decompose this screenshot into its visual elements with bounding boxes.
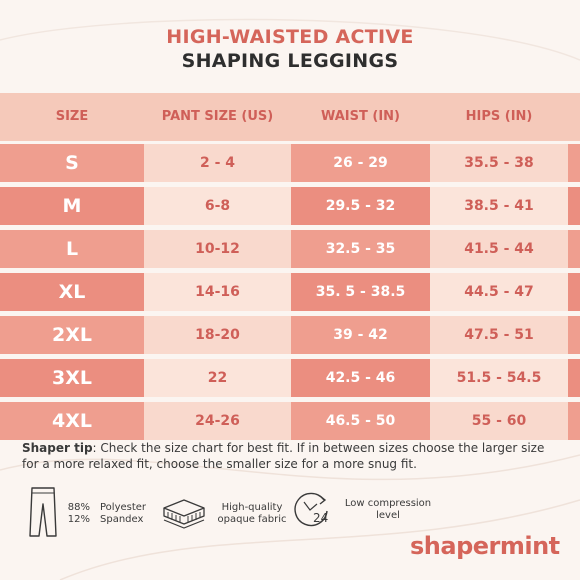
table-row: XL 14-16 35. 5 - 38.5 44.5 - 47 <box>0 273 580 311</box>
row-waist: 46.5 - 50 <box>325 413 396 429</box>
row-waist: 29.5 - 32 <box>325 198 396 214</box>
fabric-line-1: High-quality <box>221 502 283 513</box>
row-size: 4XL <box>52 410 92 432</box>
row-pant-size: 2 - 4 <box>199 155 236 171</box>
fabric-layers-icon <box>163 499 205 529</box>
compression-line-1: Low compression <box>344 498 432 509</box>
table-row: S 2 - 4 26 - 29 35.5 - 38 <box>0 144 580 182</box>
shaper-tip-text: : Check the size chart for best fit. If … <box>22 441 545 471</box>
row-waist: 26 - 29 <box>333 155 388 171</box>
row-hips: 51.5 - 54.5 <box>456 370 542 386</box>
compression-line-2: level <box>376 510 400 521</box>
row-pant-size: 10-12 <box>195 241 240 257</box>
header-hips: HIPS (IN) <box>465 109 533 124</box>
row-size: S <box>65 152 79 174</box>
row-size: XL <box>58 281 86 303</box>
row-pant-size: 18-20 <box>195 327 240 343</box>
table-row: 4XL 24-26 46.5 - 50 55 - 60 <box>0 402 580 440</box>
shaper-tip-label: Shaper tip <box>22 441 93 455</box>
table-row: L 10-12 32.5 - 35 41.5 - 44 <box>0 230 580 268</box>
row-pant-size: 22 <box>207 370 228 386</box>
header-pant-size: PANT SIZE (US) <box>161 109 274 124</box>
header-size: SIZE <box>55 109 89 124</box>
row-size: 3XL <box>52 367 92 389</box>
brand-logo: shapermint <box>410 532 560 560</box>
material-percentages: 88% 12% <box>66 502 90 526</box>
table-header: SIZE PANT SIZE (US) WAIST (IN) HIPS (IN) <box>0 93 580 141</box>
clock-24-number: 24 <box>313 511 328 525</box>
row-hips: 55 - 60 <box>471 413 527 429</box>
title-line-2: SHAPING LEGGINGS <box>181 50 399 72</box>
fabric-label: High-quality opaque fabric <box>212 502 292 526</box>
table-row: 2XL 18-20 39 - 42 47.5 - 51 <box>0 316 580 354</box>
spandex-pct: 12% <box>67 514 90 525</box>
row-pant-size: 6-8 <box>204 198 231 214</box>
polyester-label: Polyester <box>100 502 147 513</box>
table-row: 3XL 22 42.5 - 46 51.5 - 54.5 <box>0 359 580 397</box>
row-hips: 44.5 - 47 <box>464 284 534 300</box>
row-size: M <box>62 195 82 217</box>
row-hips: 41.5 - 44 <box>464 241 534 257</box>
compression-label: Low compression level <box>338 498 438 522</box>
row-waist: 42.5 - 46 <box>325 370 396 386</box>
table-row: M 6-8 29.5 - 32 38.5 - 41 <box>0 187 580 225</box>
row-waist: 39 - 42 <box>333 327 388 343</box>
title-line-1: HIGH-WAISTED ACTIVE <box>166 26 414 48</box>
row-hips: 47.5 - 51 <box>464 327 534 343</box>
row-waist: 32.5 - 35 <box>325 241 396 257</box>
polyester-pct: 88% <box>67 502 90 513</box>
shaper-tip: Shaper tip: Check the size chart for bes… <box>22 440 562 472</box>
leggings-icon <box>29 487 57 537</box>
row-pant-size: 14-16 <box>195 284 240 300</box>
row-hips: 38.5 - 41 <box>464 198 534 214</box>
row-waist: 35. 5 - 38.5 <box>315 284 406 300</box>
spandex-label: Spandex <box>100 514 144 525</box>
row-size: L <box>65 238 79 260</box>
row-size: 2XL <box>52 324 92 346</box>
row-pant-size: 24-26 <box>195 413 240 429</box>
material-names: Polyester Spandex <box>100 502 146 526</box>
header-waist: WAIST (IN) <box>320 109 400 124</box>
row-hips: 35.5 - 38 <box>464 155 534 171</box>
fabric-line-2: opaque fabric <box>217 514 287 525</box>
clock-24-icon: 24 <box>294 492 328 527</box>
